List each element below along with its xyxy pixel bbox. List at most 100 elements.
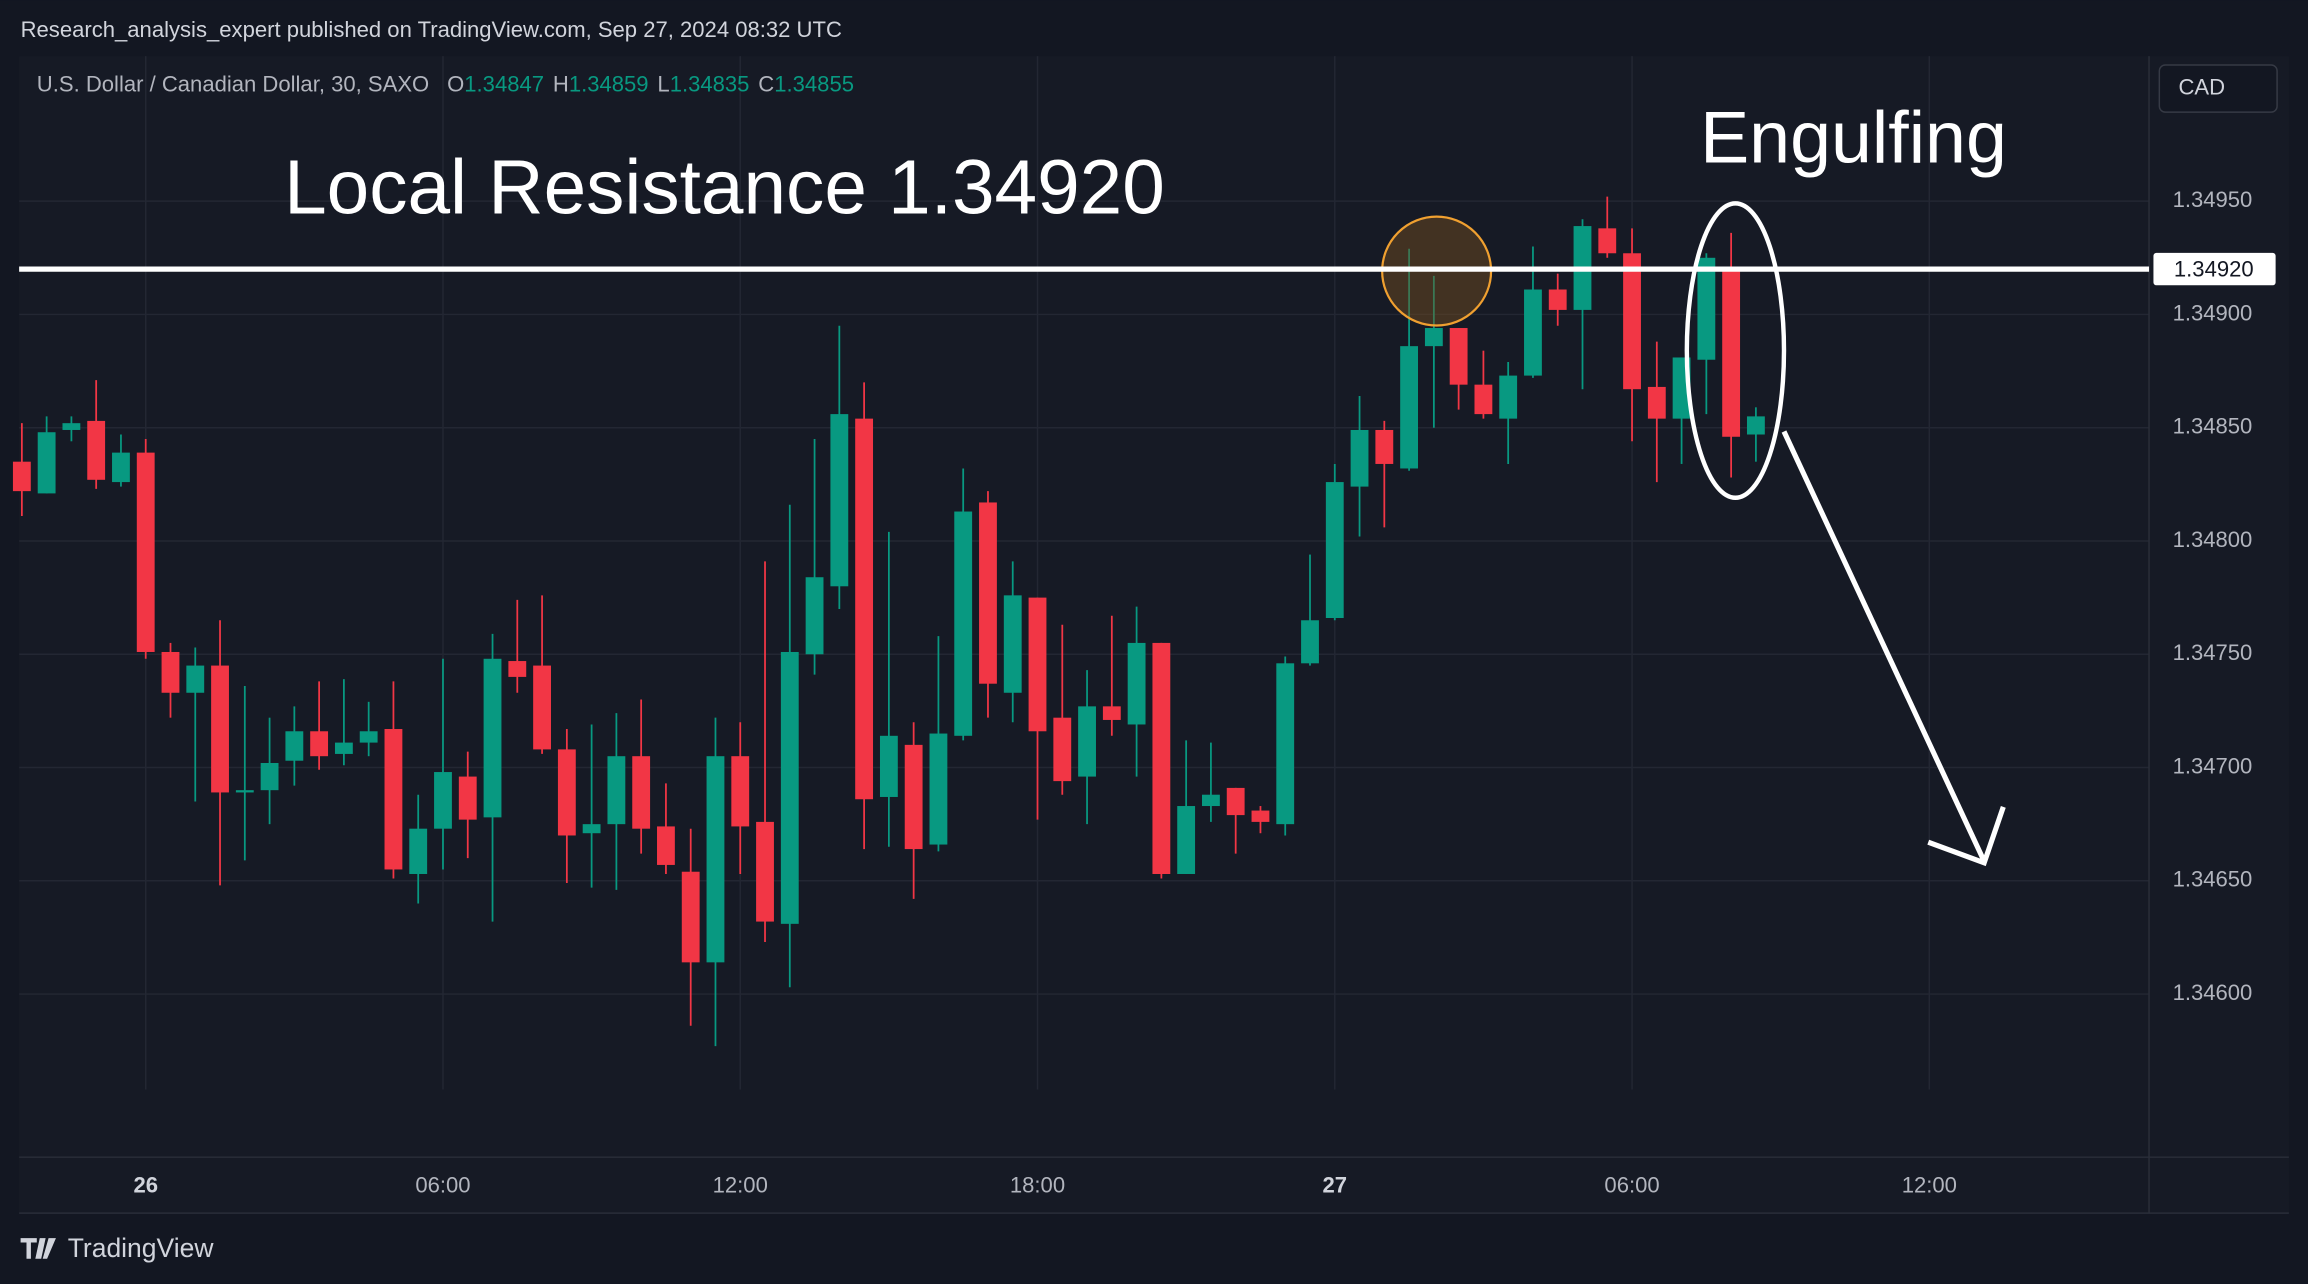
candle-body bbox=[1647, 386, 1666, 419]
candle-body bbox=[508, 661, 527, 677]
candle-body bbox=[1350, 429, 1369, 487]
y-tick-label: 1.34650 bbox=[2173, 867, 2253, 892]
candle-body bbox=[87, 420, 106, 480]
candle-body bbox=[1598, 228, 1617, 254]
axes: 1.34600 1.34650 1.34700 1.34750 1.34800 1.348… bbox=[133, 187, 2252, 1197]
ohlc-value: 1.34859 bbox=[569, 71, 649, 96]
candle-body bbox=[1524, 289, 1542, 376]
chart-panel bbox=[19, 56, 2289, 1214]
candle-body bbox=[235, 790, 254, 793]
ohlc-value: 1.34835 bbox=[670, 71, 750, 96]
engulfing-annotation: Engulfing bbox=[1700, 95, 2007, 178]
candle-body bbox=[334, 742, 353, 754]
candle-body bbox=[1226, 787, 1245, 816]
candle-body bbox=[1201, 794, 1220, 807]
candle-body bbox=[756, 821, 774, 922]
tv-logo bbox=[20, 1238, 56, 1259]
candle-body bbox=[1722, 269, 1741, 437]
resistance-annotation: Local Resistance 1.34920 bbox=[284, 145, 1165, 230]
candle-body bbox=[310, 731, 329, 757]
candle-body bbox=[1499, 375, 1518, 419]
ohlc-value: 1.34855 bbox=[774, 71, 854, 96]
candle-body bbox=[37, 432, 56, 494]
candle-body bbox=[409, 828, 428, 874]
candle-body bbox=[706, 756, 725, 963]
candle-body bbox=[483, 658, 502, 818]
candle-body bbox=[285, 731, 304, 761]
y-tick-label: 1.34900 bbox=[2173, 300, 2253, 325]
candle-body bbox=[1746, 416, 1765, 435]
x-tick-label: 06:00 bbox=[1604, 1172, 1659, 1197]
candle-body bbox=[112, 452, 130, 483]
candle-body bbox=[1424, 328, 1443, 347]
candle-body bbox=[533, 665, 551, 750]
candle-body bbox=[979, 502, 997, 684]
candle-body bbox=[1003, 595, 1022, 693]
candle-body bbox=[830, 414, 849, 587]
candle-body bbox=[384, 729, 403, 870]
y-tick-label: 1.34600 bbox=[2173, 980, 2253, 1005]
candle-body bbox=[1251, 810, 1270, 822]
candle-body bbox=[1127, 642, 1146, 725]
ohlc: O1.34847 H1.34859 L1.34835 C1.34855 bbox=[447, 71, 854, 96]
candle-body bbox=[1697, 257, 1716, 360]
candles bbox=[12, 196, 1765, 1047]
down-arrow bbox=[1781, 430, 2006, 867]
ohlc-key: O bbox=[447, 71, 464, 96]
x-tick-label: 12:00 bbox=[1902, 1172, 1957, 1197]
ohlc-key: H bbox=[553, 71, 569, 96]
candle-body bbox=[557, 749, 576, 836]
candle-body bbox=[211, 665, 229, 793]
candle-body bbox=[1301, 620, 1319, 664]
candle-body bbox=[1028, 597, 1047, 732]
publisher-header: Research_analysis_expert published on Tr… bbox=[21, 17, 842, 42]
candle-body bbox=[954, 511, 973, 736]
resistance: 1.34920 bbox=[19, 252, 2276, 286]
candle-body bbox=[186, 665, 205, 693]
candle-body bbox=[1449, 328, 1468, 385]
ohlc-key: L bbox=[657, 71, 669, 96]
candle-body bbox=[1177, 806, 1196, 874]
candle-body bbox=[855, 418, 874, 800]
candle-body bbox=[681, 871, 700, 963]
x-tick-label: 12:00 bbox=[713, 1172, 768, 1197]
candle-body bbox=[805, 577, 824, 655]
candle-body bbox=[1400, 346, 1419, 469]
candle-body bbox=[904, 744, 923, 850]
x-tick-label: 06:00 bbox=[415, 1172, 470, 1197]
candle-body bbox=[359, 731, 378, 743]
y-tick-label: 1.34850 bbox=[2173, 414, 2253, 439]
candle-body bbox=[136, 452, 155, 652]
y-tick-label: 1.34800 bbox=[2173, 527, 2253, 552]
currency-label[interactable]: CAD bbox=[2178, 74, 2225, 99]
candle-body bbox=[1276, 663, 1295, 825]
symbol: U.S. Dollar / Canadian Dollar, 30, SAXO bbox=[37, 71, 429, 96]
resistance-price-box bbox=[2153, 252, 2276, 286]
candle-body bbox=[1623, 253, 1641, 390]
x-tick-label: 26 bbox=[133, 1172, 158, 1197]
candle-body bbox=[1325, 482, 1344, 619]
grid bbox=[19, 56, 2150, 1090]
candle-body bbox=[434, 772, 452, 829]
engulfing-ellipse bbox=[1684, 201, 1787, 500]
candle-body bbox=[780, 651, 799, 924]
candle-body bbox=[62, 423, 81, 430]
candle-body bbox=[12, 461, 31, 492]
candle-body bbox=[879, 735, 898, 797]
candle-body bbox=[260, 762, 279, 791]
currency-button[interactable] bbox=[2158, 64, 2278, 113]
candle-body bbox=[161, 651, 180, 693]
ohlc-key: C bbox=[758, 71, 774, 96]
candle-body bbox=[1102, 706, 1121, 720]
footer-brand: TradingView bbox=[68, 1233, 215, 1263]
candle-body bbox=[1375, 429, 1394, 464]
y-tick-label: 1.34700 bbox=[2173, 753, 2253, 778]
candle-body bbox=[929, 733, 948, 845]
resistance-price-label: 1.34920 bbox=[2174, 256, 2254, 281]
candle-body bbox=[1078, 706, 1096, 777]
candle-body bbox=[1152, 642, 1171, 874]
candle-body bbox=[1474, 384, 1493, 415]
y-tick-label: 1.34950 bbox=[2173, 187, 2253, 212]
